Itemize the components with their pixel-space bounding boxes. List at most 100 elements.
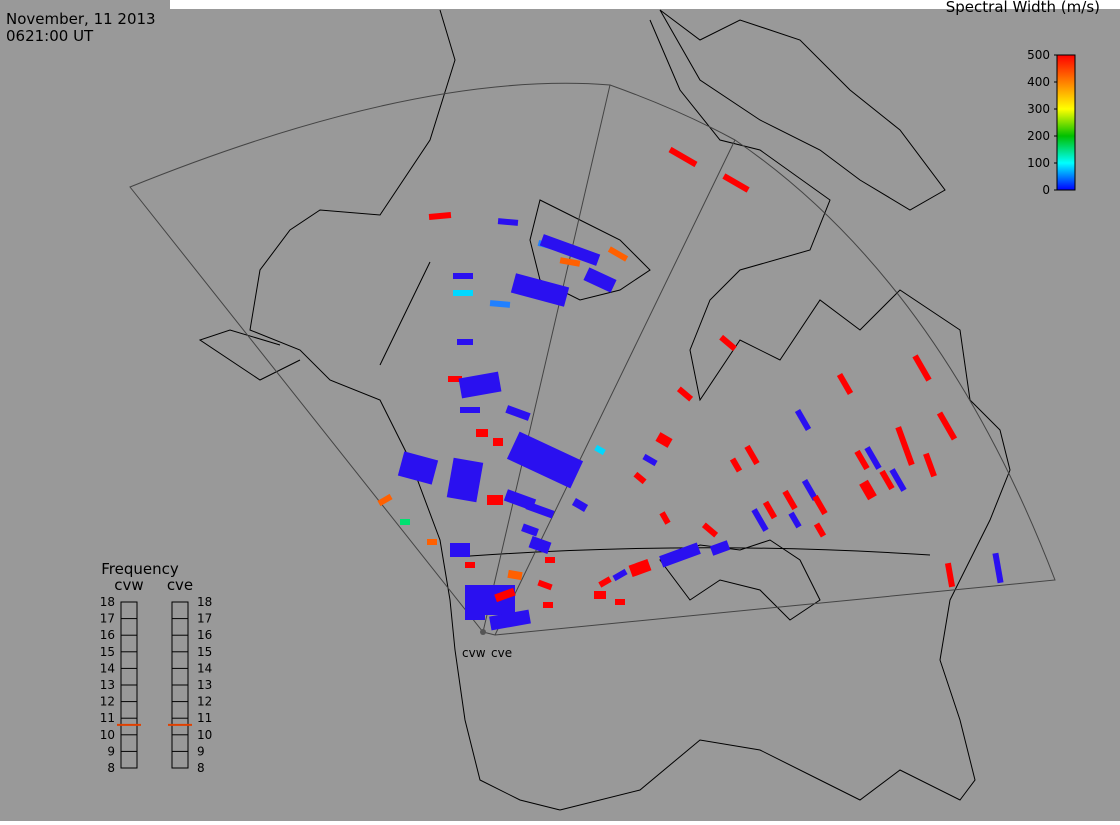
echo-cell bbox=[528, 535, 552, 555]
echo-cell bbox=[594, 591, 606, 599]
echo-cell bbox=[493, 438, 503, 446]
time: 0621:00 UT bbox=[6, 27, 94, 45]
echo-cell bbox=[539, 234, 601, 266]
echo-cell bbox=[615, 599, 625, 605]
frequency-tick-label: 11 bbox=[197, 711, 212, 725]
echo-cell bbox=[944, 562, 956, 588]
echo-cell bbox=[836, 372, 854, 396]
echo-cell bbox=[889, 468, 907, 492]
us-canada-border bbox=[469, 547, 931, 557]
frequency-tick-label: 14 bbox=[100, 661, 115, 675]
frequency-tick-label: 15 bbox=[197, 645, 212, 659]
echo-cell bbox=[497, 218, 519, 226]
echo-cell bbox=[465, 562, 475, 568]
colorbar bbox=[1056, 54, 1076, 191]
echo-cell bbox=[992, 552, 1004, 584]
echo-cell bbox=[794, 408, 812, 432]
echo-cell bbox=[460, 407, 480, 413]
echo-cell bbox=[507, 569, 523, 581]
echo-cell bbox=[598, 576, 612, 588]
echo-cell bbox=[642, 453, 658, 467]
echo-cell bbox=[521, 523, 539, 537]
east-coast bbox=[559, 19, 1011, 811]
echo-cell bbox=[729, 457, 743, 473]
echo-cell bbox=[701, 522, 719, 538]
frequency-tick-label: 13 bbox=[197, 678, 212, 692]
echo-cell bbox=[377, 493, 393, 507]
frequency-tick-label: 12 bbox=[197, 695, 212, 709]
echo-cell bbox=[719, 334, 737, 352]
echo-cell bbox=[427, 539, 437, 545]
frequency-tick-label: 16 bbox=[100, 628, 115, 642]
frequency-tick-label: 9 bbox=[197, 744, 205, 758]
echo-cell bbox=[457, 339, 473, 345]
frequency-tick-label: 9 bbox=[107, 744, 115, 758]
colorbar-tick-label: 400 bbox=[1027, 75, 1050, 89]
echo-cell bbox=[397, 451, 439, 485]
echo-cell bbox=[895, 426, 915, 466]
echo-cell bbox=[453, 273, 473, 279]
colorbar-tick-label: 500 bbox=[1027, 48, 1050, 62]
echo-cells bbox=[377, 146, 1004, 631]
fields-of-view bbox=[129, 82, 1056, 636]
frequency-tick-label: 16 bbox=[197, 628, 212, 642]
echo-cell bbox=[537, 579, 553, 591]
echo-cell bbox=[487, 495, 503, 505]
borders bbox=[379, 261, 931, 557]
frequency-tick-label: 11 bbox=[100, 711, 115, 725]
colorbar-tick-label: 300 bbox=[1027, 102, 1050, 116]
echo-cell bbox=[782, 489, 798, 511]
echo-cell bbox=[628, 558, 652, 578]
radar-label: cve bbox=[491, 646, 512, 660]
radar-name: cvw bbox=[114, 576, 143, 594]
echo-cell bbox=[812, 494, 828, 516]
echo-cell bbox=[476, 429, 488, 437]
echo-cell bbox=[453, 290, 473, 296]
echo-cell bbox=[676, 386, 694, 402]
frequency-tick-label: 12 bbox=[100, 695, 115, 709]
echo-cell bbox=[801, 478, 819, 502]
frequency-tick-label: 15 bbox=[100, 645, 115, 659]
echo-cell bbox=[633, 471, 647, 485]
echo-cell bbox=[936, 411, 958, 441]
echo-cell bbox=[751, 508, 769, 532]
echo-cell bbox=[489, 609, 531, 631]
alaska-border bbox=[379, 261, 431, 366]
echo-cell bbox=[559, 257, 581, 267]
echo-cell bbox=[659, 542, 701, 568]
echo-cell bbox=[813, 522, 827, 538]
greenland bbox=[659, 9, 946, 211]
echo-cell bbox=[912, 354, 932, 382]
echo-cell bbox=[668, 146, 698, 168]
frequency-title: Frequency bbox=[101, 560, 179, 578]
echo-cell bbox=[506, 431, 584, 489]
echo-cell bbox=[744, 444, 760, 466]
echo-cell bbox=[465, 600, 485, 620]
cve-fov bbox=[482, 84, 1056, 636]
colorbar-title: Spectral Width (m/s) bbox=[946, 0, 1100, 16]
frequency-tick-label: 10 bbox=[100, 728, 115, 742]
colorbar-tick-label: 0 bbox=[1042, 183, 1050, 197]
frequency-tick-label: 14 bbox=[197, 661, 212, 675]
frequency-tick-label: 10 bbox=[197, 728, 212, 742]
frequency-tick-label: 17 bbox=[197, 612, 212, 626]
echo-cell bbox=[879, 469, 895, 491]
radar-name: cve bbox=[167, 576, 193, 594]
top-strip bbox=[170, 0, 1120, 9]
colorbar-tick-label: 200 bbox=[1027, 129, 1050, 143]
echo-cell bbox=[494, 587, 516, 603]
echo-cell bbox=[510, 273, 570, 307]
echo-cell bbox=[659, 511, 671, 525]
echo-cell bbox=[543, 602, 553, 608]
frequency-tick-label: 8 bbox=[107, 761, 115, 775]
echo-cell bbox=[446, 457, 484, 503]
echo-cell bbox=[607, 246, 629, 262]
echo-cell bbox=[505, 405, 531, 421]
echo-cell bbox=[583, 267, 617, 293]
echo-cell bbox=[859, 479, 877, 501]
colorbar-tick-label: 100 bbox=[1027, 156, 1050, 170]
radar-site bbox=[480, 629, 486, 635]
cvw-fov bbox=[129, 82, 611, 634]
echo-cell bbox=[458, 371, 502, 399]
